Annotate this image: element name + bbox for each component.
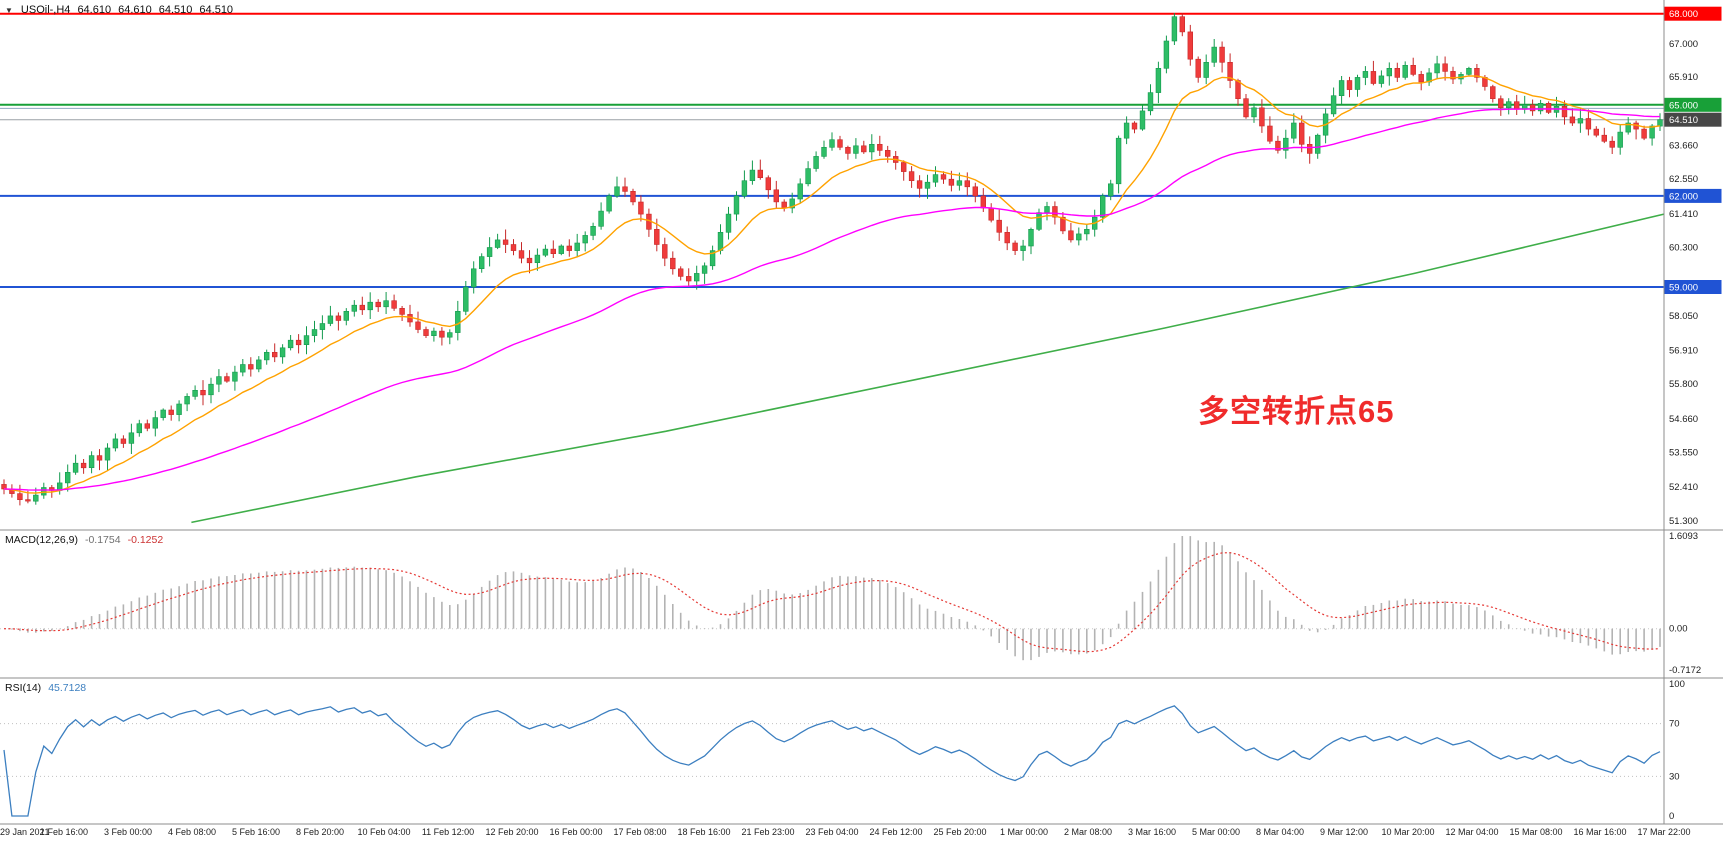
time-label: 5 Feb 16:00 [231,827,281,837]
time-label: 12 Mar 04:00 [1445,827,1499,837]
time-label: 17 Mar 22:00 [1637,827,1691,837]
time-label: 4 Feb 08:00 [167,827,217,837]
svg-text:59.000: 59.000 [1669,283,1698,294]
price-axis: 67.000 65.910 63.660 62.550 61.410 60.300 58.0… [1664,6,1722,527]
rsi-tick: 100 [1669,679,1685,690]
price-tick: 58.050 [1669,311,1698,322]
rsi-tick: 30 [1669,771,1680,782]
current-price-badge [1664,112,1722,127]
price-pane[interactable] [0,12,1665,524]
time-label: 10 Mar 20:00 [1381,827,1435,837]
price-tick: 51.300 [1669,516,1698,527]
price-tick: 63.660 [1669,141,1698,152]
time-label: 17 Feb 08:00 [613,827,667,837]
rsi-axis: 100 70 30 0 [1669,679,1685,822]
price-tick: 60.300 [1669,243,1698,254]
macd-pane[interactable] [0,536,1664,661]
time-label: 16 Mar 16:00 [1573,827,1627,837]
macd-main-value: -0.1754 [84,534,121,546]
pane-separators [0,0,1723,825]
price-badge [1664,97,1722,112]
price-tick: 54.660 [1669,414,1698,425]
price-badge [1664,280,1722,294]
time-axis: 29 Jan 2021 1 Feb 16:00 3 Feb 00:00 4 Feb 0… [0,824,1691,842]
price-tick: 56.910 [1669,346,1698,357]
mid-ma-line [3,108,1661,491]
macd-axis: 1.6093 0.00 -0.7172 [1669,531,1701,676]
time-label: 16 Feb 00:00 [549,827,603,837]
time-label: 2 Mar 08:00 [1063,827,1113,837]
macd-signal-line [3,552,1661,653]
annotation-text: 多空转折点65 [1198,394,1395,429]
price-badge [1664,6,1722,21]
ohlc-low: 64.510 [158,4,193,16]
rsi-pane[interactable] [0,705,1664,817]
price-tick: 53.550 [1669,448,1698,459]
svg-text:62.000: 62.000 [1669,191,1698,202]
time-label: 11 Feb 12:00 [421,827,475,837]
symbol-period-label: USOil-,H4 [20,4,71,16]
time-label: 1 Feb 16:00 [39,827,89,837]
rsi-line [3,705,1661,817]
time-label: 9 Mar 12:00 [1319,827,1369,837]
rsi-indicator-label: RSI(14) 45.7128 [5,682,86,694]
ohlc-high: 64.610 [118,4,152,16]
rsi-name: RSI(14) [5,682,42,694]
time-label: 12 Feb 20:00 [485,827,539,837]
fast-ma-line [3,75,1661,494]
candles [1,13,1663,506]
price-tick: 62.550 [1669,174,1698,185]
time-label: 21 Feb 23:00 [741,827,795,837]
svg-text:68.000: 68.000 [1669,9,1698,20]
time-label: 10 Feb 04:00 [357,827,411,837]
price-badge [1664,188,1722,203]
time-label: 3 Feb 00:00 [103,827,153,837]
svg-text:64.510: 64.510 [1669,115,1698,126]
rsi-value: 45.7128 [48,682,87,694]
time-label: 29 Jan 2021 [0,827,50,837]
macd-tick: 1.6093 [1669,531,1698,542]
svg-text:65.000: 65.000 [1669,100,1698,111]
time-label: 23 Feb 04:00 [805,827,859,837]
long-ma-line [191,213,1665,524]
time-label: 15 Mar 08:00 [1509,827,1563,837]
rsi-tick: 70 [1669,719,1680,730]
price-tick: 52.410 [1669,482,1698,493]
time-label: 25 Feb 20:00 [933,827,987,837]
collapse-chart-icon[interactable]: ▼ [5,5,13,15]
macd-histogram [11,536,1661,661]
macd-indicator-label: MACD(12,26,9) -0.1754 -0.1252 [5,534,163,546]
time-label: 8 Feb 20:00 [295,827,345,837]
time-label: 24 Feb 12:00 [869,827,923,837]
price-tick: 61.410 [1669,209,1698,220]
macd-tick: 0.00 [1669,624,1688,635]
chart-title: ▼ USOil-,H4 64.610 64.610 64.510 64.510 [5,4,233,16]
rsi-tick: 0 [1669,811,1674,822]
ohlc-open: 64.610 [77,4,112,16]
time-label: 1 Mar 00:00 [999,827,1049,837]
ohlc-close: 64.510 [199,4,234,16]
time-label: 5 Mar 00:00 [1191,827,1241,837]
time-label: 18 Feb 16:00 [677,827,731,837]
time-label: 8 Mar 04:00 [1255,827,1305,837]
price-tick: 65.910 [1669,72,1698,83]
price-tick: 55.800 [1669,379,1698,390]
macd-tick: -0.7172 [1669,665,1701,676]
macd-name: MACD(12,26,9) [5,534,78,546]
time-label: 3 Mar 16:00 [1127,827,1177,837]
macd-signal-value: -0.1252 [127,534,164,546]
price-tick: 67.000 [1669,39,1698,50]
